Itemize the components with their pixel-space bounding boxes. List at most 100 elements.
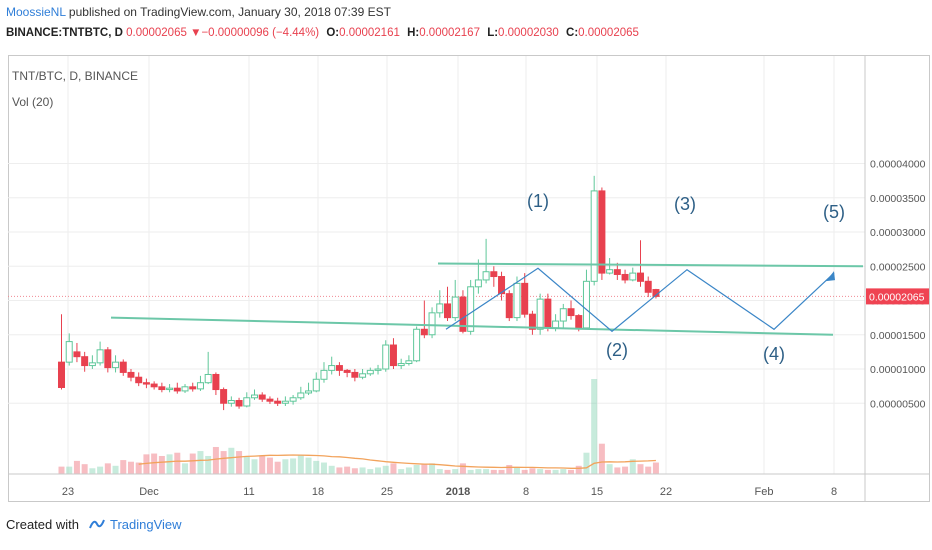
candle (274, 397, 282, 406)
y-tick-label: 0.00000500 (870, 398, 926, 410)
candle-body (274, 400, 282, 404)
candle (621, 269, 629, 284)
candle-body (629, 272, 637, 281)
volume-bar (606, 464, 613, 474)
candle-body (266, 398, 274, 402)
volume-bar (259, 455, 266, 474)
candle-body (374, 368, 382, 371)
candle-body (382, 344, 390, 370)
candle-body (567, 308, 575, 317)
candle-body (606, 269, 614, 274)
candle (405, 355, 413, 366)
candle-body (189, 386, 197, 390)
x-tick-label: 22 (660, 486, 672, 498)
candle (112, 355, 120, 373)
volume-ma (138, 454, 656, 469)
y-tick-label: 0.00003000 (870, 227, 926, 239)
volume-bar (652, 462, 659, 474)
candle (629, 267, 637, 282)
down-triangle-icon: ▼ (190, 27, 202, 39)
candle (251, 389, 258, 400)
candle-body (135, 376, 143, 384)
volume-bar (390, 463, 397, 474)
price-chart[interactable]: (1)(2)(3)(4)(5) 0.000005000.000010000.00… (8, 55, 930, 502)
candle-body (575, 315, 583, 329)
volume-bar (622, 466, 629, 474)
volume-bar (421, 464, 428, 474)
volume-bar (251, 459, 258, 474)
volume-bar (413, 464, 420, 474)
candle (81, 351, 89, 372)
volume-bar (475, 469, 482, 474)
volume-bar (444, 469, 451, 474)
candle (389, 338, 397, 369)
volume-bar (282, 459, 289, 474)
volume-bar (452, 469, 459, 474)
price-tag-label: 0.00002065 (869, 291, 925, 303)
candle (281, 396, 289, 406)
candlesticks (58, 175, 660, 411)
candle (320, 362, 328, 383)
candle-body (127, 371, 135, 378)
wave-label: (3) (674, 194, 696, 214)
candle-body (88, 362, 96, 367)
volume-bar (552, 469, 559, 474)
symbol-label: BINANCE:TNTBTC, D (6, 27, 123, 39)
candle-body (96, 349, 104, 364)
x-tick-label: 8 (523, 486, 529, 498)
price-tag-box (866, 288, 929, 305)
volume-bar (645, 466, 652, 474)
candle-body (328, 365, 336, 371)
candle-body (428, 312, 436, 336)
candle-body (451, 296, 459, 319)
candle-body (621, 273, 629, 281)
volume-bar (367, 469, 374, 474)
candle (366, 367, 374, 376)
chart-border (8, 55, 930, 502)
volume-bar (328, 465, 335, 474)
volume-bar (320, 462, 327, 474)
candle-body (243, 397, 251, 407)
candle (428, 307, 436, 339)
x-tick-label: 2018 (446, 486, 470, 498)
candle-body (467, 286, 475, 332)
candle (397, 358, 405, 369)
volume-bar (483, 469, 490, 474)
volume-bar (629, 459, 636, 474)
candle-body (166, 387, 174, 391)
high-value: 0.00002167 (419, 27, 480, 39)
publish-text: published on TradingView.com, January 30… (68, 5, 391, 19)
candle (343, 369, 351, 378)
candle (65, 333, 73, 366)
volume-bar (436, 469, 443, 474)
candle-body (258, 394, 266, 400)
candle-body (536, 298, 544, 330)
author-link[interactable]: MoossieNL (6, 5, 66, 19)
chart-title: TNT/BTC, D, BINANCE (12, 69, 138, 83)
candle-body (142, 382, 150, 385)
chart-frame[interactable]: (1) (2) (3) (4) (5) 0.00000500 0.00001000 0.00… (8, 55, 930, 502)
x-tick-label: Feb (755, 486, 774, 498)
candle-body (544, 298, 552, 329)
ohlc-bar: BINANCE:TNTBTC, D 0.00002065 ▼−0.0000009… (6, 25, 639, 41)
volume-bar (591, 379, 598, 474)
footer: Created with TradingView (6, 516, 182, 535)
candle (451, 279, 459, 322)
candle-body (297, 392, 305, 399)
volume-bar (243, 456, 250, 474)
candle-body (405, 360, 413, 365)
candle (590, 175, 598, 286)
tradingview-link[interactable]: TradingView (110, 517, 182, 532)
volume-bar (614, 467, 621, 474)
volume-bar (73, 460, 80, 474)
channel-lower-line (110, 316, 834, 336)
candle-body (474, 279, 482, 288)
candle (135, 372, 143, 387)
candle-body (335, 365, 343, 371)
candle (196, 375, 204, 391)
created-with-text: Created with (6, 517, 79, 532)
volume-bar (344, 466, 351, 474)
candle-body (366, 369, 374, 375)
candle (305, 382, 313, 396)
volume-bar (429, 463, 436, 474)
